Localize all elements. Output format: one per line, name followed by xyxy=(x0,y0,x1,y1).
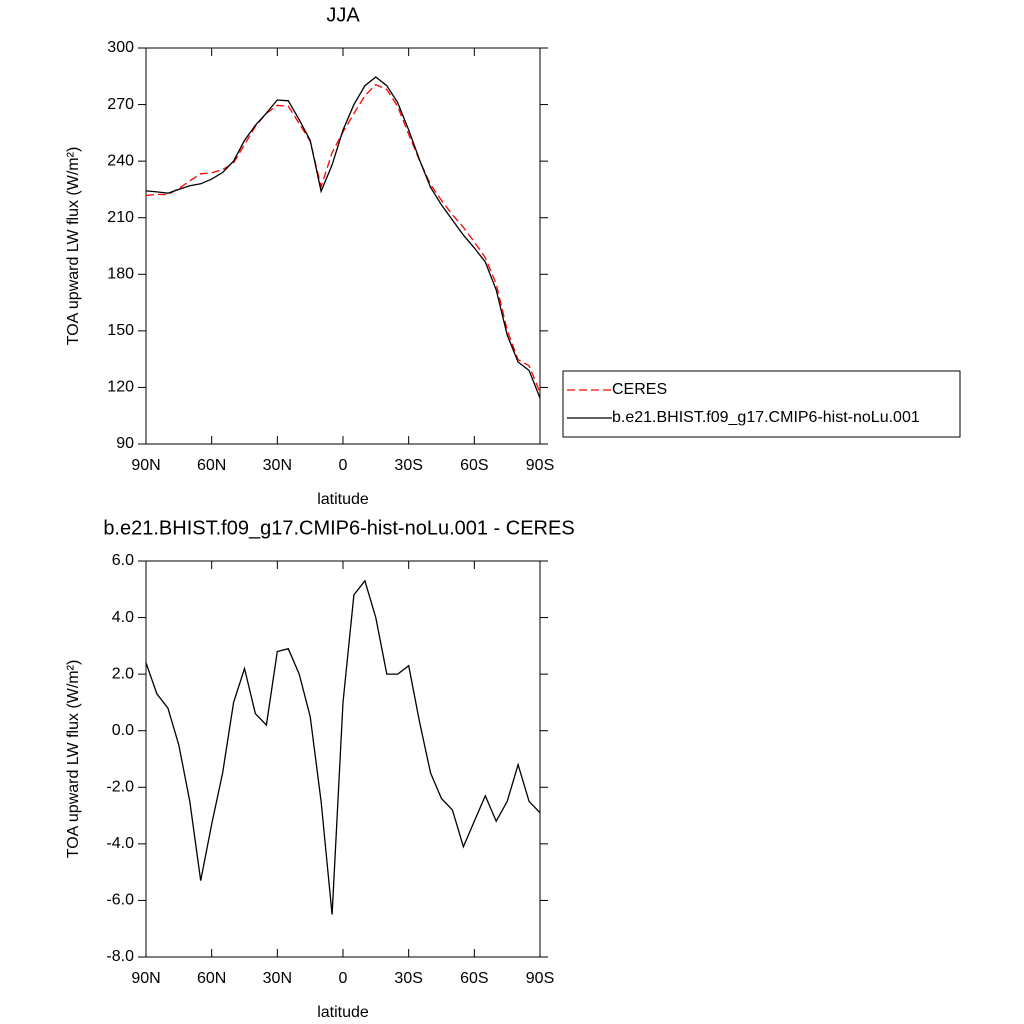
y-tick-label: -8.0 xyxy=(106,948,134,965)
x-tick-label: 30S xyxy=(394,457,422,474)
y-tick-label: 300 xyxy=(107,39,134,56)
y-tick-label: 150 xyxy=(107,322,134,339)
y-tick-label: 0.0 xyxy=(112,722,134,739)
x-tick-label: 30N xyxy=(263,970,292,987)
y-tick-label: -6.0 xyxy=(106,892,134,909)
y-tick-label: -2.0 xyxy=(106,779,134,796)
data-line xyxy=(145,579,541,915)
y-tick-label: 270 xyxy=(107,96,134,113)
y-axis-label: TOA upward LW flux (W/m²) xyxy=(65,147,82,346)
x-tick-label: 60N xyxy=(197,970,226,987)
y-tick-label: 120 xyxy=(107,379,134,396)
y-axis-label: TOA upward LW flux (W/m²) xyxy=(65,660,82,859)
y-tick-label: 90 xyxy=(116,435,134,452)
y-tick-label: 240 xyxy=(107,152,134,169)
x-tick-label: 90S xyxy=(526,970,554,987)
x-axis-label: latitude xyxy=(317,491,369,508)
y-tick-label: 2.0 xyxy=(112,665,134,682)
legend-label: b.e21.BHIST.f09_g17.CMIP6-hist-noLu.001 xyxy=(612,409,920,426)
chart-title: b.e21.BHIST.f09_g17.CMIP6-hist-noLu.001 … xyxy=(103,517,574,539)
data-line xyxy=(145,76,541,399)
legend-box xyxy=(562,370,961,438)
x-tick-label: 0 xyxy=(339,457,348,474)
y-tick-label: 6.0 xyxy=(112,552,134,569)
x-tick-label: 90S xyxy=(526,457,554,474)
legend-label: CERES xyxy=(612,381,667,398)
plot-frame xyxy=(145,560,541,958)
y-tick-label: 4.0 xyxy=(112,609,134,626)
y-tick-label: 210 xyxy=(107,209,134,226)
x-tick-label: 30S xyxy=(394,970,422,987)
plot-frame xyxy=(145,47,541,445)
x-tick-label: 90N xyxy=(131,457,160,474)
x-tick-label: 0 xyxy=(339,970,348,987)
y-tick-label: 180 xyxy=(107,266,134,283)
x-tick-label: 30N xyxy=(263,457,292,474)
chart-title: JJA xyxy=(326,4,360,26)
x-tick-label: 60S xyxy=(460,970,488,987)
y-tick-label: -4.0 xyxy=(106,835,134,852)
x-tick-label: 90N xyxy=(131,970,160,987)
x-tick-label: 60S xyxy=(460,457,488,474)
x-axis-label: latitude xyxy=(317,1004,369,1021)
x-tick-label: 60N xyxy=(197,457,226,474)
